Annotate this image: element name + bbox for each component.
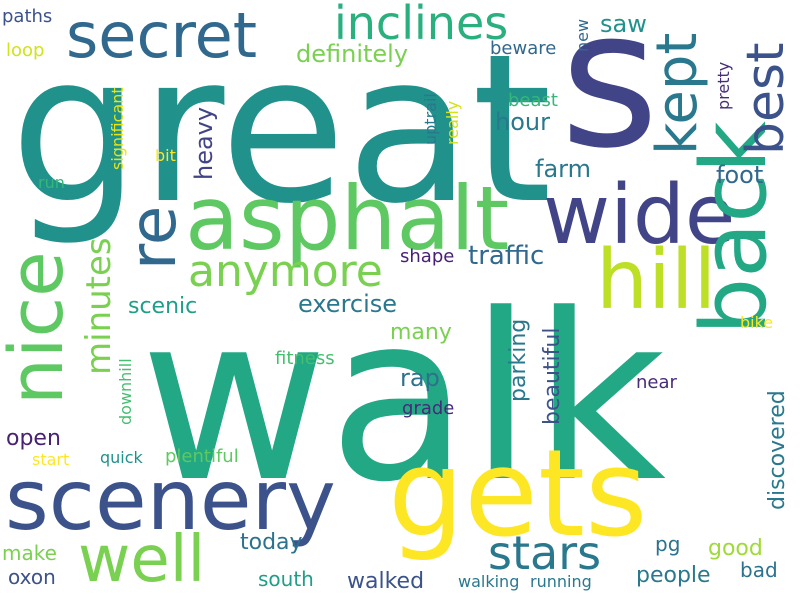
word-shape: shape	[400, 246, 455, 267]
word-well: well	[78, 523, 206, 597]
word-best: best	[736, 42, 796, 155]
word-asphalt: asphalt	[185, 167, 510, 270]
word-hill: hill	[596, 233, 717, 328]
word-many: many	[390, 320, 452, 345]
word-near: near	[636, 372, 677, 393]
word-oxon: oxon	[8, 565, 56, 589]
word-definitely: definitely	[296, 40, 409, 68]
word-downhill: downhill	[116, 358, 135, 425]
word-loop: loop	[6, 40, 45, 61]
word-pg: pg	[655, 532, 681, 556]
word-running: running	[530, 572, 592, 591]
word-re: re	[117, 205, 191, 270]
word-farm: farm	[535, 155, 591, 183]
word-bike: bike	[740, 313, 774, 332]
word-minutes: minutes	[79, 237, 119, 375]
word-pretty: pretty	[714, 61, 733, 110]
word-kept: kept	[645, 32, 710, 155]
word-beast: beast	[508, 90, 558, 111]
word-inclines: inclines	[334, 0, 509, 50]
word-rap: rap	[400, 364, 440, 392]
word-open: open	[6, 426, 61, 451]
word-walking: walking	[458, 572, 520, 591]
word-people: people	[636, 563, 711, 588]
word-really: really	[443, 100, 462, 145]
word-exercise: exercise	[298, 290, 398, 318]
word-plentiful: plentiful	[165, 446, 239, 467]
word-fitness: fitness	[275, 348, 335, 369]
word-make: make	[2, 541, 57, 565]
word-hour: hour	[495, 108, 550, 136]
word-foot: foot	[716, 161, 764, 189]
word-run: run	[38, 173, 65, 192]
word-significant: significant	[108, 87, 127, 170]
word-good: good	[708, 536, 763, 561]
word-start: start	[32, 450, 70, 469]
word-s: s	[560, 0, 659, 190]
word-beware: beware	[490, 38, 557, 59]
word-bit: bit	[155, 146, 176, 165]
word-scenery: scenery	[5, 451, 336, 549]
word-uptrail: uptrail	[421, 93, 440, 145]
word-new: new	[573, 18, 592, 52]
word-gets: gets	[388, 425, 648, 564]
word-south: south	[258, 567, 314, 591]
word-walked: walked	[347, 569, 425, 594]
word-discovered: discovered	[765, 390, 790, 510]
word-beautiful: beautiful	[540, 327, 565, 425]
word-walk: walk	[140, 266, 667, 533]
word-saw: saw	[600, 10, 647, 38]
word-paths: paths	[2, 6, 53, 27]
word-secret: secret	[66, 0, 258, 72]
word-traffic: traffic	[468, 241, 545, 271]
word-today: today	[240, 530, 303, 555]
word-great: great	[10, 11, 553, 249]
word-anymore: anymore	[188, 246, 383, 297]
word-nice: nice	[0, 251, 80, 405]
word-parking: parking	[506, 318, 531, 402]
word-grade: grade	[402, 398, 455, 419]
word-scenic: scenic	[128, 294, 198, 319]
word-heavy: heavy	[190, 106, 218, 180]
word-quick: quick	[100, 448, 143, 467]
word-wide: wide	[543, 168, 736, 263]
word-bad: bad	[740, 558, 778, 582]
word-stars: stars	[488, 526, 602, 580]
